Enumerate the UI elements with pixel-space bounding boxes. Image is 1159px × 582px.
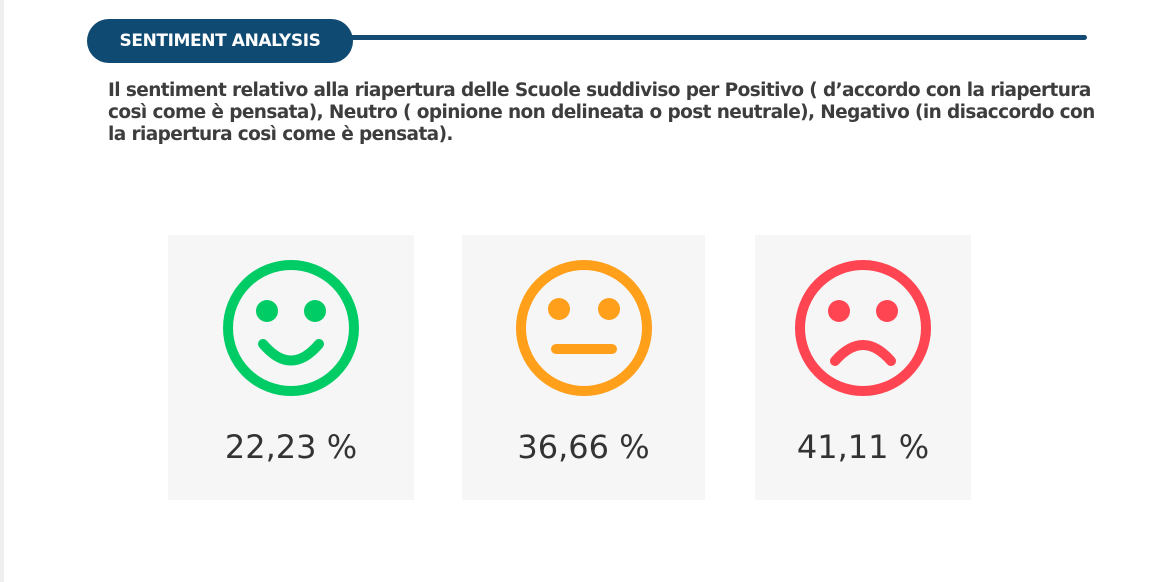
header-rule (330, 35, 1087, 40)
negative-sentiment-card: 41,11 % (755, 235, 971, 500)
left-edge-divider (0, 0, 4, 582)
happy-face-icon (223, 260, 359, 396)
positive-sentiment-card: 22,23 % (168, 235, 414, 500)
neutral-percentage: 36,66 % (517, 428, 650, 466)
sad-face-icon (795, 260, 931, 396)
positive-percentage: 22,23 % (224, 428, 358, 466)
neutral-sentiment-card: 36,66 % (462, 235, 705, 500)
description-text: Il sentiment relativo alla riapertura de… (108, 80, 1095, 145)
negative-percentage: 41,11 % (796, 428, 930, 466)
section-title: SENTIMENT ANALYSIS (87, 19, 353, 63)
neutral-face-icon (515, 260, 652, 396)
